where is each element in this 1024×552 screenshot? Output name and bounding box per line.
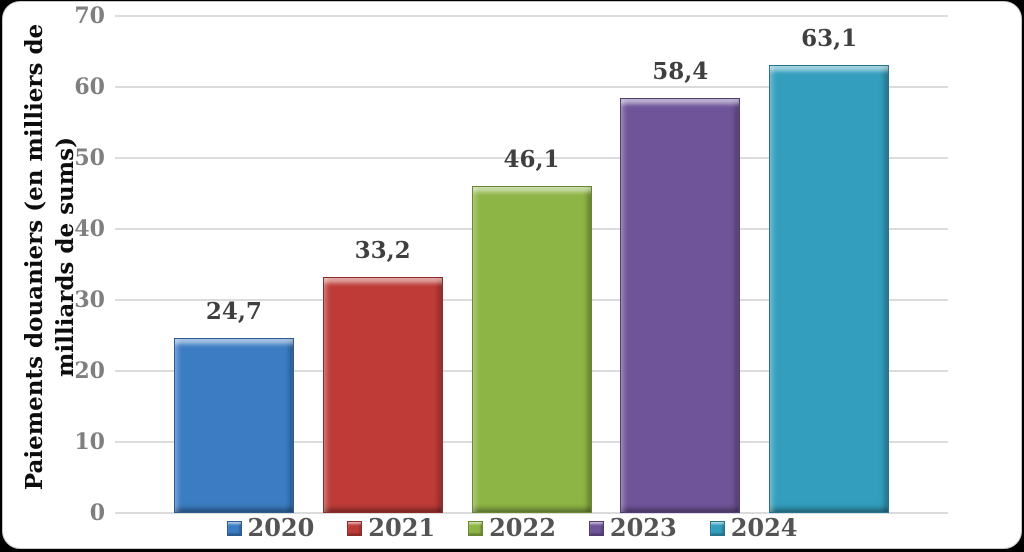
gridline-y60 — [115, 86, 948, 88]
y-tick-label-40: 40 — [74, 216, 105, 242]
gridline-y70 — [115, 15, 948, 17]
legend-label-2024: 2024 — [730, 513, 798, 542]
legend-item-2020: 2020 — [226, 513, 315, 542]
legend-label-2020: 2020 — [247, 513, 315, 542]
y-axis-title-line2: milliards de sums) — [52, 137, 79, 377]
legend: 2020 2021 2022 2023 2024 — [3, 513, 1021, 543]
plot-area: 0 10 20 30 40 50 60 70 24,7 33,2 46,1 58,4 63,1 — [74, 3, 948, 526]
y-tick-label-30: 30 — [74, 287, 105, 313]
y-tick-label-50: 50 — [74, 145, 105, 171]
legend-item-2023: 2023 — [588, 513, 677, 542]
legend-swatch-2020-icon — [226, 520, 242, 536]
y-tick-label-0: 0 — [89, 500, 105, 526]
bar-2021 — [322, 277, 443, 513]
gridline-y50 — [115, 157, 948, 159]
legend-label-2023: 2023 — [609, 513, 677, 542]
legend-swatch-2021-icon — [347, 520, 363, 536]
legend-swatch-2023-icon — [588, 520, 604, 536]
legend-swatch-2024-icon — [709, 520, 725, 536]
gridline-y0 — [115, 512, 948, 514]
y-tick-label-60: 60 — [74, 74, 105, 100]
bar-2024 — [769, 64, 890, 513]
bar-value-label-2023: 58,4 — [652, 58, 709, 86]
legend-item-2022: 2022 — [468, 514, 556, 542]
y-tick-label-20: 20 — [74, 358, 105, 384]
legend-item-2021: 2021 — [347, 514, 435, 542]
y-tick-label-70: 70 — [74, 3, 105, 29]
bar-2022 — [471, 185, 592, 513]
bar-2020 — [173, 337, 294, 513]
legend-label-2022: 2022 — [489, 513, 556, 542]
y-tick-label-10: 10 — [74, 429, 105, 455]
bar-value-label-2021: 33,2 — [354, 237, 411, 265]
legend-swatch-2022-icon — [468, 520, 484, 536]
bar-value-label-2022: 46,1 — [503, 145, 560, 173]
legend-item-2024: 2024 — [709, 513, 798, 542]
legend-label-2021: 2021 — [368, 513, 436, 542]
bar-value-label-2020: 24,7 — [205, 297, 262, 325]
bar-value-label-2024: 63,1 — [801, 24, 858, 52]
bar-2023 — [620, 98, 741, 513]
